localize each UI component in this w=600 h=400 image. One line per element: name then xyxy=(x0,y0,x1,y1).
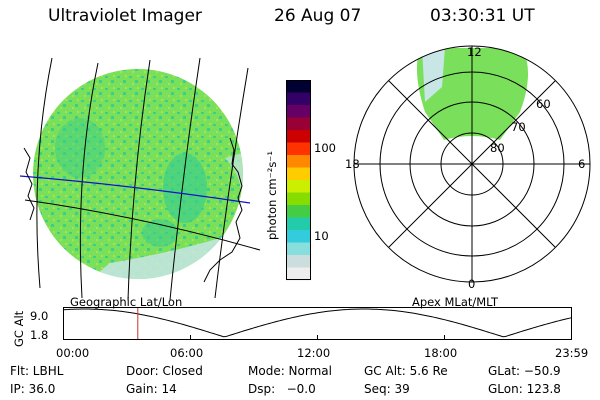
aurora-patch xyxy=(163,153,207,223)
geographic-caption: Geographic Lat/Lon xyxy=(70,295,183,309)
colorbar-swatch xyxy=(286,92,311,106)
longitude-line xyxy=(169,57,201,301)
colorbar-swatch xyxy=(286,205,311,218)
longitude-line xyxy=(79,62,99,299)
altitude-ytick-low: 1.8 xyxy=(30,328,49,342)
colorbar-swatch xyxy=(286,267,311,281)
colorbar-swatch xyxy=(286,130,311,143)
colorbar-tick-100: 100 xyxy=(314,141,336,155)
aurora-patch xyxy=(142,219,178,247)
polar-caption: Apex MLat/MLT xyxy=(412,295,499,309)
mlt-label-12: 12 xyxy=(467,45,482,59)
instrument-title: Ultraviolet Imager xyxy=(48,6,202,26)
altitude-xtick: 12:00 xyxy=(297,346,331,360)
aurora-patch xyxy=(55,118,105,178)
colorbar-swatch xyxy=(286,217,311,231)
colorbar-swatch xyxy=(286,192,311,206)
info-door: Door: Closed xyxy=(126,364,203,378)
longitude-line xyxy=(36,57,53,289)
image-date: 26 Aug 07 xyxy=(274,6,362,26)
mlt-label-18: 18 xyxy=(345,157,360,171)
colorbar-frame xyxy=(286,80,311,280)
mlat-label-70: 70 xyxy=(511,120,526,134)
colorbar-swatch xyxy=(286,80,311,93)
polar-plot xyxy=(353,45,591,283)
longitude-line xyxy=(127,59,151,301)
altitude-curve xyxy=(63,308,572,338)
image-time: 03:30:31 UT xyxy=(430,6,535,26)
mlat-label-60: 60 xyxy=(536,97,551,111)
mlt-label-6: 6 xyxy=(578,157,586,171)
altitude-xtick: 23:59 xyxy=(555,346,589,360)
colorbar-swatch xyxy=(286,167,311,181)
info-ip: IP: 36.0 xyxy=(10,382,56,396)
colorbar xyxy=(286,80,311,281)
colorbar-swatch xyxy=(286,142,311,156)
coastline xyxy=(203,137,243,283)
altitude-ytick-high: 9.0 xyxy=(30,309,49,323)
mlt-line xyxy=(388,80,556,248)
mlat-label-80: 80 xyxy=(490,141,505,155)
info-glon: GLon: 123.8 xyxy=(488,382,561,396)
altitude-xtick: 06:00 xyxy=(170,346,204,360)
altitude-xtick: 00:00 xyxy=(56,346,90,360)
info-gc-alt: GC Alt: 5.6 Re xyxy=(364,364,448,378)
info-gain: Gain: 14 xyxy=(126,382,177,396)
altitude-plot-frame xyxy=(63,307,572,340)
colorbar-swatch xyxy=(286,242,311,256)
mlt-label-0: 0 xyxy=(468,277,476,291)
colorbar-swatch xyxy=(286,180,311,193)
colorbar-unit-label: photon cm⁻²s⁻¹ xyxy=(265,151,279,240)
info-mode: Mode: Normal xyxy=(248,364,332,378)
altitude-xtick: 18:00 xyxy=(424,346,458,360)
colorbar-swatch xyxy=(286,105,311,118)
colorbar-swatch xyxy=(286,155,311,168)
info-dsp: Dsp: −0.0 xyxy=(248,382,316,396)
altitude-plot xyxy=(63,307,572,340)
faint-edge-region xyxy=(225,148,243,213)
latitude-line-blue xyxy=(19,175,251,204)
longitude-line xyxy=(214,67,249,299)
info-filter: Flt: LBHL xyxy=(10,364,64,378)
polar-coverage-faint xyxy=(422,48,445,102)
latitude-line xyxy=(24,199,261,251)
colorbar-swatch xyxy=(286,255,311,268)
info-glat: GLat: −50.9 xyxy=(488,364,561,378)
coastline xyxy=(23,147,35,221)
colorbar-tick-10: 10 xyxy=(314,229,329,243)
colorbar-swatch xyxy=(286,117,311,131)
colorbar-swatch xyxy=(286,230,311,243)
info-seq: Seq: 39 xyxy=(364,382,410,396)
geographic-image xyxy=(19,57,261,301)
altitude-ylabel: GC Alt xyxy=(12,310,26,347)
